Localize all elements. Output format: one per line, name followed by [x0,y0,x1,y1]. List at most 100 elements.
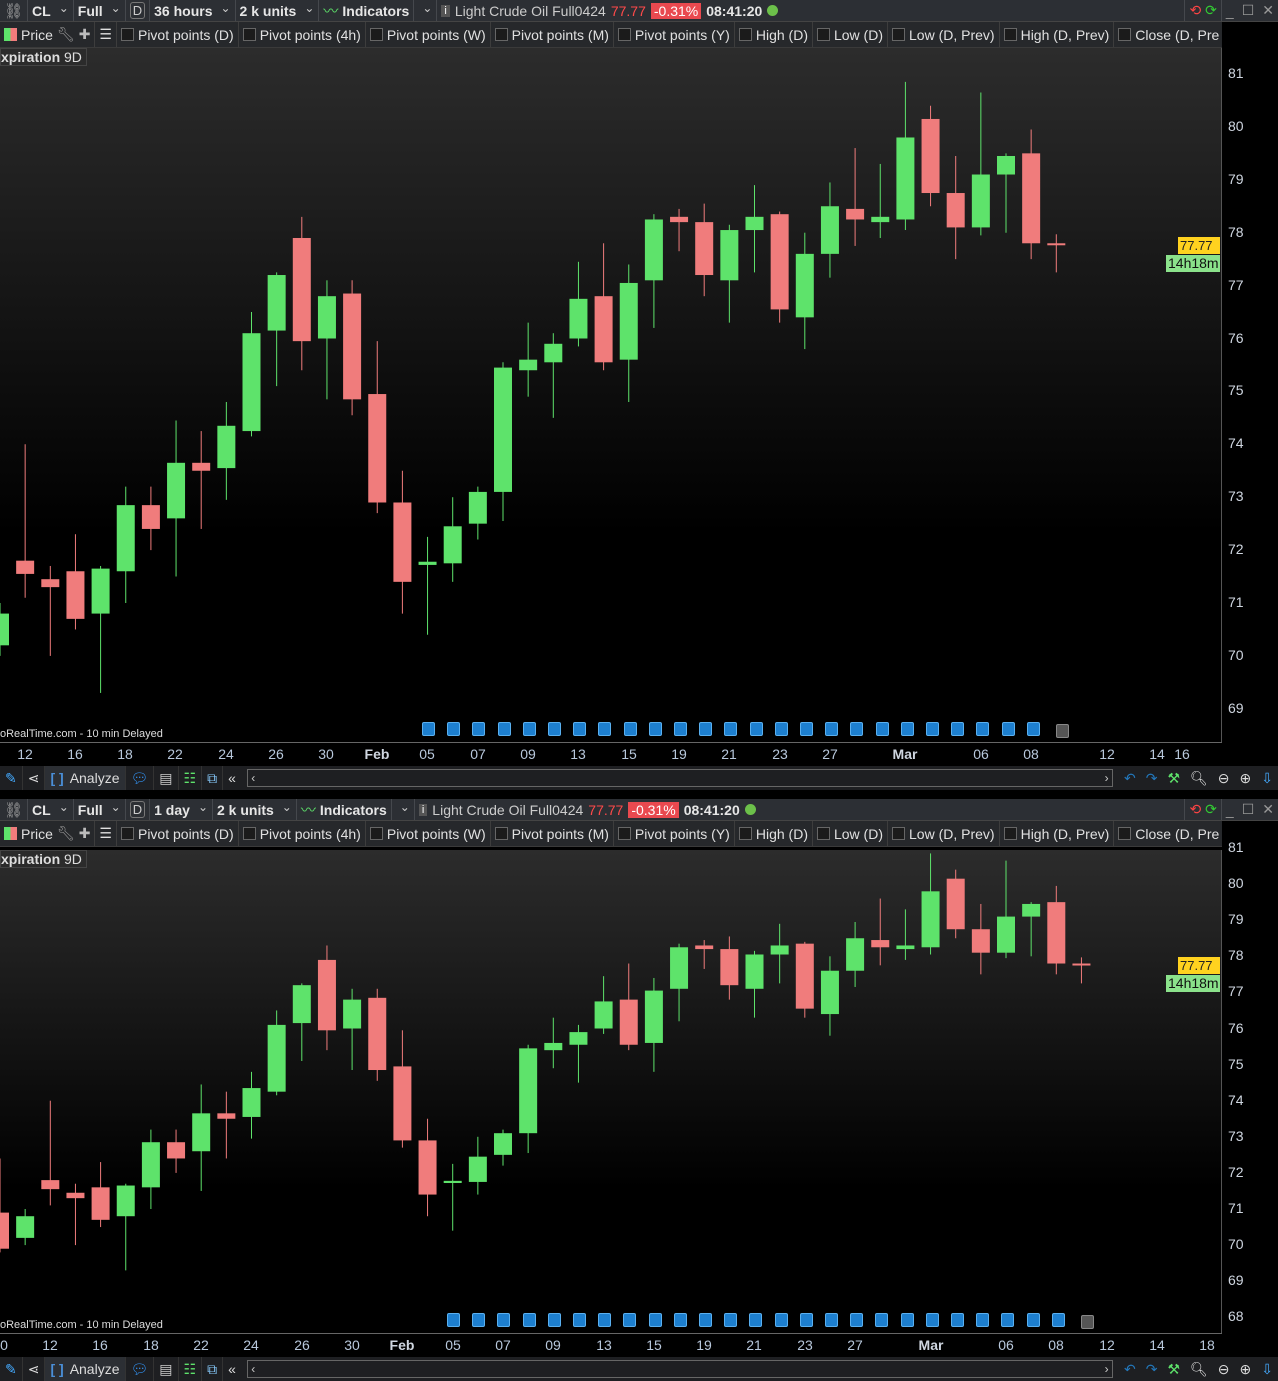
plus-icon[interactable]: ✚ [78,825,91,841]
checkbox-item[interactable]: Close (D, Pre [1114,821,1222,846]
indicators-button[interactable]: 〰 Indicators [297,799,392,820]
redo-icon[interactable]: ↷ [1145,769,1158,786]
news-document-icon[interactable] [925,1313,939,1327]
report-icon[interactable]: ▤ [154,766,179,790]
news-document-icon[interactable] [825,722,839,736]
wrench-icon[interactable]: 🔧︎ [56,825,75,841]
candle-body[interactable] [544,343,563,363]
horizontal-scrollbar[interactable]: ‹ › [246,1360,1113,1378]
candle-body[interactable] [267,275,286,331]
news-document-icon[interactable] [447,722,461,736]
checkbox-item[interactable]: Pivot points (W) [366,22,491,47]
zoom-out-icon[interactable]: ⊖ [1217,1360,1230,1377]
news-document-icon[interactable] [1001,722,1015,736]
candle-body[interactable] [141,505,160,529]
candle-body[interactable] [670,947,689,989]
news-document-icon[interactable] [800,722,813,736]
link-icon[interactable]: ⛓ [0,0,29,21]
checkbox-item[interactable]: Low (D) [813,821,888,846]
candle-body[interactable] [443,1180,462,1184]
scroll-left-icon[interactable]: ‹ [247,771,256,785]
close-icon[interactable]: ✕ [1262,2,1274,18]
info-icon[interactable] [1056,724,1069,738]
price-item[interactable]: Price 🔧︎ ✚ [0,22,96,47]
chart-settings-icon[interactable]: ⚒ [1167,1360,1181,1377]
checkbox-item[interactable]: Pivot points (M) [491,22,614,47]
candle-body[interactable] [468,491,487,524]
candle-body[interactable] [795,253,814,318]
candle-body[interactable] [66,571,85,619]
news-document-icon[interactable] [774,722,788,736]
period-button[interactable]: D [126,0,151,21]
candle-body[interactable] [116,505,135,572]
candle-body[interactable] [16,1216,35,1238]
candle-body[interactable] [292,237,311,342]
scroll-left-icon[interactable]: ‹ [247,1362,256,1376]
news-document-icon[interactable] [1051,1313,1065,1327]
news-document-icon[interactable] [724,1313,738,1327]
candle-body[interactable] [0,613,9,646]
checkbox[interactable] [242,28,256,41]
price-axis[interactable]: 81 80 79 78 77 76 75 74 73 72 71 70 69 68 [1222,839,1278,1333]
candle-body[interactable] [569,298,588,339]
news-document-icon[interactable] [598,1313,612,1327]
checkbox[interactable] [816,28,830,41]
candle-body[interactable] [1072,963,1091,966]
collapse-icon[interactable]: « [228,1361,236,1377]
link-icon[interactable]: ⛓ [0,799,29,820]
news-document-icon[interactable] [623,722,637,736]
candle-body[interactable] [619,282,638,360]
candle-body[interactable] [795,943,814,1009]
price-chart[interactable]: xpiration 9D oRealTime.com - 10 min Dela… [0,850,1222,1333]
indicators-dropdown[interactable] [414,0,438,21]
scroll-right-icon[interactable]: › [1104,1362,1112,1376]
candle-body[interactable] [644,990,663,1043]
candle-body[interactable] [971,929,990,953]
minimize-icon[interactable]: _ [1225,2,1234,19]
news-document-icon[interactable] [724,722,738,736]
candle-body[interactable] [846,208,865,220]
units-select[interactable]: 2 k units [236,0,320,21]
candle-body[interactable] [946,878,965,930]
list-icon[interactable]: ☰ [95,821,117,846]
checkbox[interactable] [1003,827,1017,840]
checkbox[interactable] [494,827,508,840]
candle-body[interactable] [217,1113,236,1119]
news-document-icon[interactable] [472,1313,486,1327]
horizontal-scrollbar[interactable]: ‹ › [246,769,1113,787]
candle-body[interactable] [770,945,789,955]
checkbox-item[interactable]: Close (D, Pre [1114,22,1222,47]
news-document-icon[interactable] [548,722,561,736]
candle-body[interactable] [41,1180,60,1190]
price-axis[interactable]: 81 80 79 78 77 76 75 74 73 72 71 70 69 [1222,48,1278,742]
news-document-icon[interactable] [976,1313,990,1327]
news-document-icon[interactable] [497,722,511,736]
candle-body[interactable] [167,462,186,519]
candle-body[interactable] [745,216,764,231]
news-document-icon[interactable] [422,722,435,736]
checkbox-item[interactable]: Low (D, Prev) [888,22,1000,47]
zoom-in-icon[interactable]: ⊕ [1239,769,1252,786]
candle-body[interactable] [871,940,890,948]
price-item[interactable]: Price 🔧︎ ✚ [0,821,96,846]
units-select[interactable]: 2 k units [213,799,297,820]
candle-body[interactable] [317,296,336,339]
candle-body[interactable] [242,333,261,432]
candle-body[interactable] [494,367,512,492]
news-document-icon[interactable] [1026,1313,1040,1327]
news-document-icon[interactable] [774,1313,788,1327]
analyze-button[interactable]: [ ] Analyze [45,1357,126,1381]
draw-icon[interactable]: ✎ [0,1357,23,1381]
orderbook-icon[interactable]: ☷ [179,1357,203,1381]
candle-body[interactable] [1047,902,1066,964]
price-chart[interactable]: xpiration 9D oRealTime.com - 10 min Dela… [0,48,1222,742]
checkbox[interactable] [120,827,134,840]
checkbox[interactable] [738,827,752,840]
candle-body[interactable] [921,118,940,194]
checkbox-item[interactable]: Low (D, Prev) [888,821,1000,846]
checkbox-item[interactable]: High (D) [735,821,813,846]
orderbook-icon[interactable]: ☷ [179,766,203,790]
candle-body[interactable] [644,219,663,281]
checkbox-item[interactable]: Pivot points (Y) [614,22,735,47]
news-document-icon[interactable] [951,1313,964,1327]
